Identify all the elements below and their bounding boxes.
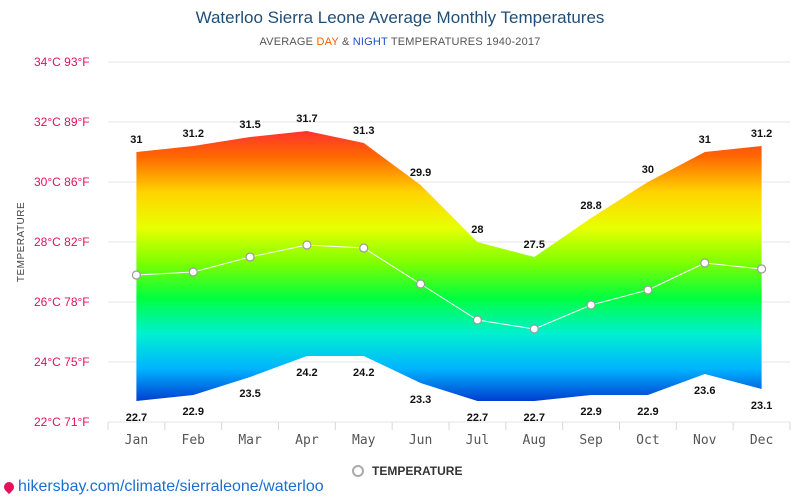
day-value-label: 31.7	[296, 113, 317, 125]
day-value-label: 29.9	[410, 167, 431, 179]
average-point-sep[interactable]	[586, 300, 596, 310]
subtitle-day: DAY	[316, 36, 339, 48]
day-value-label: 28	[471, 224, 483, 236]
x-tick-label: Apr	[295, 433, 319, 448]
x-tick-label: Jan	[125, 433, 148, 448]
day-value-label: 31.3	[353, 125, 374, 137]
x-tick-label: Jul	[466, 433, 489, 448]
night-value-label: 23.3	[410, 394, 431, 406]
average-point-may[interactable]	[359, 243, 369, 253]
source-url: hikersbay.com/climate/sierraleone/waterl…	[18, 478, 324, 495]
average-point-nov[interactable]	[700, 258, 710, 268]
legend-temperature[interactable]: TEMPERATURE	[352, 464, 462, 478]
x-tick-label: Oct	[636, 433, 659, 448]
x-axis: Jan Feb Mar Apr May Jun Jul Aug Sep Oct Nov Dec	[125, 433, 774, 448]
source-link[interactable]: hikersbay.com/climate/sierraleone/waterl…	[1, 478, 324, 496]
legend-label: TEMPERATURE	[372, 464, 463, 478]
x-tick-label: Feb	[182, 433, 206, 448]
x-tick-label: Sep	[579, 433, 603, 448]
average-point-jul[interactable]	[472, 315, 483, 325]
night-value-label: 23.5	[239, 388, 260, 400]
night-value-label: 22.7	[126, 412, 147, 424]
night-value-label: 23.1	[751, 400, 772, 412]
y-tick-label: 32°C 89°F	[34, 115, 90, 129]
chart-title: Waterloo Sierra Leone Average Monthly Te…	[195, 8, 605, 27]
night-value-label: 24.2	[353, 367, 374, 379]
day-value-label: 27.5	[524, 239, 545, 251]
day-value-label: 31.2	[751, 128, 772, 140]
average-point-apr[interactable]	[302, 240, 312, 250]
average-point-oct[interactable]	[643, 285, 653, 295]
day-value-label: 31	[130, 134, 142, 146]
average-point-feb[interactable]	[188, 267, 198, 277]
day-value-label: 28.8	[580, 200, 601, 212]
day-value-label: 30	[642, 164, 654, 176]
night-value-label: 22.9	[183, 406, 204, 418]
average-point-jan[interactable]	[131, 270, 142, 280]
area-layer	[136, 131, 762, 401]
y-tick-label: 26°C 78°F	[34, 295, 90, 309]
day-value-label: 31	[699, 134, 711, 146]
chart-subtitle: AVERAGE DAY & NIGHT TEMPERATURES 1940-20…	[0, 36, 800, 48]
x-tick-label: May	[352, 433, 376, 448]
legend-marker-icon	[352, 465, 364, 477]
subtitle-night: NIGHT	[352, 36, 388, 48]
x-tick-label: Nov	[693, 433, 717, 448]
average-point-mar[interactable]	[245, 252, 255, 262]
subtitle-suffix: TEMPERATURES 1940-2017	[387, 36, 541, 48]
night-value-label: 22.9	[637, 406, 658, 418]
y-tick-label: 30°C 86°F	[34, 175, 90, 189]
x-tick-label: Mar	[238, 433, 262, 448]
average-temperature-line	[136, 244, 762, 330]
night-value-label: 22.7	[467, 412, 488, 424]
subtitle-amp: &	[338, 36, 353, 48]
x-tick-label: Jun	[409, 433, 432, 448]
y-tick-label: 34°C 93°F	[34, 55, 90, 69]
day-value-label: 31.2	[183, 128, 204, 140]
average-point-aug[interactable]	[529, 324, 539, 334]
day-night-range-area	[136, 131, 762, 401]
y-tick-label: 28°C 82°F	[34, 235, 90, 249]
data-label-layer: 31 31.2 31.5 31.7 31.3 29.9 28 27.5 28.8 30 31 31.2…	[126, 113, 773, 424]
average-point-dec[interactable]	[756, 264, 767, 274]
night-value-label: 23.6	[694, 385, 715, 397]
x-tick-label: Aug	[523, 433, 546, 448]
subtitle-prefix: AVERAGE	[259, 36, 317, 48]
average-line-layer	[131, 240, 767, 334]
y-tick-label: 22°C 71°F	[34, 415, 90, 429]
y-axis: 22°C 71°F 24°C 75°F 26°C 78°F 28°C 82°F 30°C…	[34, 55, 90, 429]
night-value-label: 24.2	[296, 367, 317, 379]
day-value-label: 31.5	[239, 119, 260, 131]
location-pin-icon	[1, 479, 17, 495]
y-axis-label: TEMPERATURE	[16, 202, 27, 282]
y-tick-label: 24°C 75°F	[34, 355, 90, 369]
x-tick-label: Dec	[750, 433, 773, 448]
night-value-label: 22.7	[524, 412, 545, 424]
night-value-label: 22.9	[580, 406, 601, 418]
average-point-jun[interactable]	[415, 279, 426, 289]
